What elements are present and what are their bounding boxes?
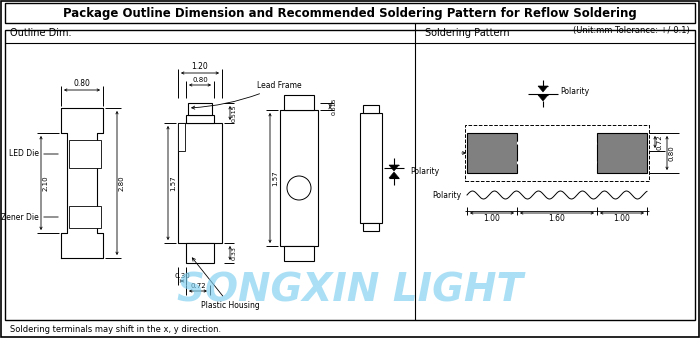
- Text: 0.80: 0.80: [74, 79, 90, 88]
- Bar: [363, 223, 379, 231]
- Bar: [284, 95, 314, 110]
- Text: 0.72: 0.72: [190, 283, 206, 289]
- Bar: [465, 125, 649, 181]
- Text: 1.60: 1.60: [549, 214, 566, 223]
- Bar: [284, 246, 314, 261]
- Text: Lead Frame: Lead Frame: [192, 81, 302, 109]
- Text: 2.80: 2.80: [119, 175, 125, 191]
- Text: SONGXIN LIGHT: SONGXIN LIGHT: [177, 271, 523, 309]
- Bar: [597, 133, 647, 173]
- Text: Soldering terminals may shift in the x, y direction.: Soldering terminals may shift in the x, …: [10, 324, 221, 334]
- Text: 0.515: 0.515: [232, 104, 237, 122]
- Bar: [467, 133, 517, 173]
- Text: Package Outline Dimension and Recommended Soldering Pattern for Reflow Soldering: Package Outline Dimension and Recommende…: [63, 6, 637, 20]
- Bar: [5, 30, 695, 320]
- Text: LED Die: LED Die: [9, 149, 39, 159]
- Polygon shape: [538, 86, 548, 92]
- Bar: [69, 140, 101, 168]
- Bar: [280, 110, 318, 246]
- Text: Polarity: Polarity: [410, 167, 439, 175]
- Text: (Unit:mm Tolerance: +/-0.1): (Unit:mm Tolerance: +/-0.1): [573, 26, 690, 35]
- Text: 0.80: 0.80: [192, 77, 208, 83]
- Text: Plastic Housing: Plastic Housing: [193, 258, 260, 310]
- Text: Outline Dim.: Outline Dim.: [10, 28, 71, 38]
- Text: 0.515: 0.515: [332, 98, 337, 115]
- Bar: [186, 243, 214, 263]
- Bar: [5, 3, 695, 23]
- Polygon shape: [538, 95, 548, 101]
- Bar: [186, 115, 214, 123]
- Text: 1.20: 1.20: [192, 62, 209, 71]
- Text: 2.10: 2.10: [43, 175, 49, 191]
- Bar: [69, 206, 101, 228]
- Text: 0.72: 0.72: [657, 134, 663, 150]
- Bar: [178, 123, 185, 151]
- Text: 1.00: 1.00: [484, 214, 500, 223]
- Polygon shape: [389, 165, 399, 171]
- Text: 1.00: 1.00: [614, 214, 631, 223]
- Text: 0.80: 0.80: [669, 145, 675, 161]
- Text: 1.57: 1.57: [170, 175, 176, 191]
- Text: 1.57: 1.57: [272, 170, 278, 186]
- Bar: [178, 123, 222, 243]
- Bar: [360, 113, 382, 223]
- Text: 0.30: 0.30: [174, 273, 190, 279]
- Circle shape: [287, 176, 311, 200]
- Text: Zener Die: Zener Die: [1, 213, 39, 221]
- Text: Polarity: Polarity: [432, 191, 461, 199]
- Text: Polarity: Polarity: [560, 87, 589, 96]
- Text: Soldering Pattern: Soldering Pattern: [425, 28, 510, 38]
- Polygon shape: [389, 172, 399, 178]
- Bar: [188, 103, 212, 115]
- Text: 0.33: 0.33: [232, 246, 237, 260]
- Bar: [363, 105, 379, 113]
